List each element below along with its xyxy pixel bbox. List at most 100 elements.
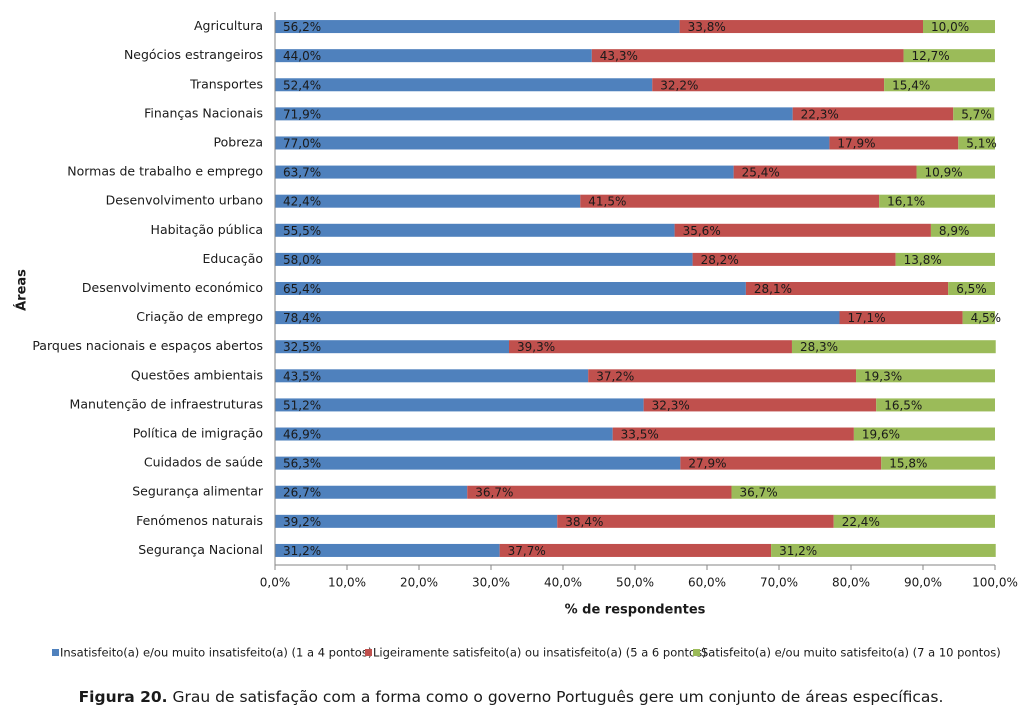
bar-segment <box>958 136 995 150</box>
x-tick-label: 30,0% <box>472 576 510 590</box>
data-label: 28,2% <box>701 253 739 267</box>
data-label: 77,0% <box>283 136 321 150</box>
bar-segment <box>591 49 904 63</box>
y-tick-label: Agricultura <box>194 18 263 33</box>
data-label: 28,1% <box>754 282 792 296</box>
x-tick-label: 70,0% <box>760 576 798 590</box>
data-label: 10,9% <box>925 166 963 180</box>
bar-segment <box>652 78 885 92</box>
y-tick-label: Desenvolvimento urbano <box>106 193 263 208</box>
x-tick-label: 100,0% <box>972 576 1018 590</box>
bar-segment <box>792 107 954 121</box>
bar-segment <box>733 165 917 179</box>
bar-segment <box>948 282 995 295</box>
bar-segment <box>499 543 772 557</box>
bar-segment <box>916 165 995 179</box>
data-label: 35,6% <box>683 224 721 238</box>
y-tick-label: Habitação pública <box>151 222 263 237</box>
data-label: 55,5% <box>283 224 321 238</box>
data-label: 31,2% <box>779 544 817 558</box>
bar-segment <box>881 456 995 470</box>
bar-segment <box>853 427 995 441</box>
data-label: 44,0% <box>283 49 321 63</box>
legend-label: Insatisfeito(a) e/ou muito insatisfeito(… <box>60 646 372 660</box>
data-label: 32,2% <box>660 78 698 92</box>
data-label: 13,8% <box>904 253 942 267</box>
x-tick-label: 90,0% <box>904 576 942 590</box>
data-label: 10,0% <box>931 20 969 34</box>
data-label: 6,5% <box>956 282 987 296</box>
bar-segment <box>930 223 995 237</box>
data-label: 71,9% <box>283 107 321 121</box>
data-label: 22,3% <box>801 107 839 121</box>
y-tick-label: Questões ambientais <box>131 367 263 382</box>
bar-segment <box>680 456 882 470</box>
x-tick-label: 20,0% <box>400 576 438 590</box>
bar-segment <box>275 49 592 63</box>
bar-segment <box>879 194 995 208</box>
y-tick-label: Fenómenos naturais <box>136 513 263 528</box>
legend-swatch <box>365 649 372 656</box>
data-label: 36,7% <box>475 486 513 500</box>
bar-segment <box>674 223 931 237</box>
data-label: 19,3% <box>864 369 902 383</box>
bar-segment <box>467 485 732 499</box>
bar-segment <box>275 78 653 92</box>
legend-label: Satisfeito(a) e/ou muito satisfeito(a) (… <box>701 646 1001 660</box>
data-label: 5,7% <box>961 107 992 121</box>
data-label: 33,5% <box>621 428 659 442</box>
y-tick-label: Manutenção de infraestruturas <box>70 396 263 411</box>
bar-segment <box>895 252 995 266</box>
data-label: 4,5% <box>971 311 1002 325</box>
bar-segment <box>275 194 581 208</box>
data-label: 28,3% <box>800 340 838 354</box>
data-label: 39,3% <box>517 340 555 354</box>
bar-segment <box>275 398 644 412</box>
data-label: 37,2% <box>596 369 634 383</box>
caption-text: Grau de satisfação com a forma como o go… <box>173 688 944 706</box>
y-tick-label: Pobreza <box>214 134 263 149</box>
y-tick-label: Transportes <box>189 76 263 91</box>
legend-label: Ligeiramente satisfeito(a) ou insatisfei… <box>373 646 707 660</box>
y-tick-label: Normas de trabalho e emprego <box>67 164 263 179</box>
data-label: 15,4% <box>892 78 930 92</box>
data-label: 43,5% <box>283 369 321 383</box>
data-label: 16,1% <box>887 195 925 209</box>
bar-segment <box>275 282 746 295</box>
legend-swatch <box>693 649 700 656</box>
bar-segment <box>275 514 558 528</box>
bar-segment <box>962 311 995 325</box>
data-label: 46,9% <box>283 428 321 442</box>
data-label: 32,5% <box>283 340 321 354</box>
bar-segment <box>275 252 693 266</box>
bar-segment <box>953 107 995 121</box>
bar-segment <box>839 311 963 325</box>
data-label: 39,2% <box>283 515 321 529</box>
y-tick-label: Cuidados de saúde <box>144 455 263 470</box>
y-tick-label: Desenvolvimento económico <box>82 280 263 295</box>
x-tick-label: 50,0% <box>616 576 654 590</box>
bar-segment <box>275 165 734 179</box>
data-label: 65,4% <box>283 282 321 296</box>
data-label: 43,3% <box>600 49 638 63</box>
data-label: 19,6% <box>862 428 900 442</box>
y-tick-label: Finanças Nacionais <box>144 105 263 120</box>
bar-segment <box>588 369 857 383</box>
bar-segment <box>923 20 995 34</box>
x-tick-label: 60,0% <box>688 576 726 590</box>
bar-segment <box>509 340 792 354</box>
y-tick-label: Negócios estrangeiros <box>124 47 263 62</box>
data-label: 25,4% <box>742 166 780 180</box>
x-tick-label: 10,0% <box>328 576 366 590</box>
data-label: 37,7% <box>508 544 546 558</box>
data-label: 16,5% <box>884 398 922 412</box>
bar-segment <box>679 20 923 34</box>
x-tick-label: 40,0% <box>544 576 582 590</box>
data-label: 5,1% <box>966 136 997 150</box>
data-label: 32,3% <box>652 398 690 412</box>
x-tick-label: 80,0% <box>832 576 870 590</box>
bar-segment <box>275 485 468 499</box>
data-label: 41,5% <box>588 195 626 209</box>
